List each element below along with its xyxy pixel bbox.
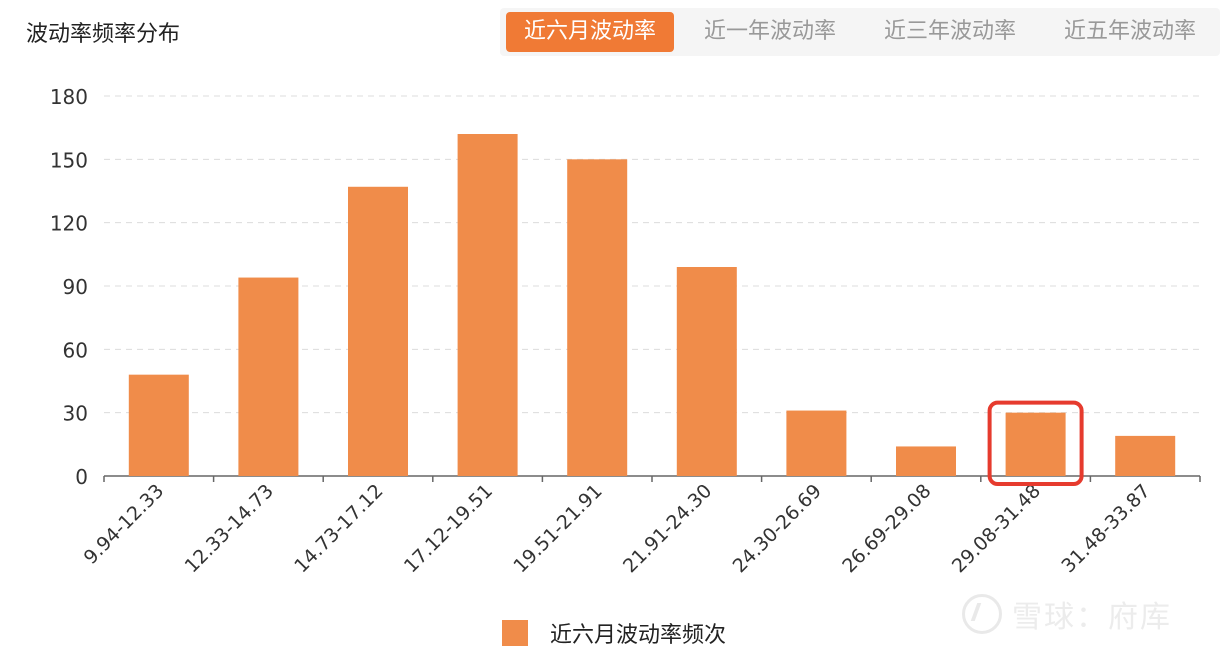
x-tick-label: 26.69-29.08 [838,480,935,577]
period-tab-bar: 近六月波动率 近一年波动率 近三年波动率 近五年波动率 [500,8,1220,56]
tab-three-year[interactable]: 近三年波动率 [883,19,1016,44]
x-tick-label: 31.48-33.87 [1057,480,1154,577]
chart-title: 波动率频率分布 [26,22,181,47]
bar [457,134,518,476]
legend-label: 近六月波动率频次 [550,623,727,648]
tab-five-year[interactable]: 近五年波动率 [1063,19,1196,44]
y-tick-label: 150 [50,148,88,172]
bar [676,267,737,476]
x-tick-label: 21.91-24.30 [619,480,716,577]
bar-chart: 0 30 60 90 120 150 180 9.94-12.33 12.33-14.73 14.… [50,85,1201,577]
bar [567,159,628,477]
bar [1115,435,1176,476]
y-tick-label: 120 [50,212,88,236]
bar [348,186,408,476]
y-tick-label: 60 [63,338,88,362]
bar [238,277,299,476]
x-tick-label: 12.33-14.73 [181,480,278,577]
legend-swatch [502,620,528,646]
y-tick-label: 30 [63,402,88,426]
x-tick-label: 17.12-19.51 [400,480,497,577]
y-tick-label: 0 [75,465,88,489]
x-tick-label: 14.73-17.12 [290,480,387,577]
y-tick-label: 180 [50,85,88,109]
y-tick-label: 90 [63,275,88,299]
bar [786,410,847,476]
watermark-text: 雪球：府库 [1012,600,1172,635]
x-tick-label: 9.94-12.33 [80,480,169,569]
watermark: 雪球：府库 [962,592,1172,636]
chart-legend[interactable]: 近六月波动率频次 [502,619,727,648]
snowball-logo-icon [962,594,1002,634]
tab-six-month[interactable]: 近六月波动率 [506,12,674,52]
x-tick-label: 29.08-31.48 [948,480,1045,577]
tab-one-year[interactable]: 近一年波动率 [703,19,836,44]
highlight-box [987,400,1084,486]
bar [1005,412,1066,476]
bar [128,374,189,476]
bar [896,446,956,476]
x-tick-label: 24.30-26.69 [729,480,826,577]
x-tick-label: 19.51-21.91 [509,480,606,577]
